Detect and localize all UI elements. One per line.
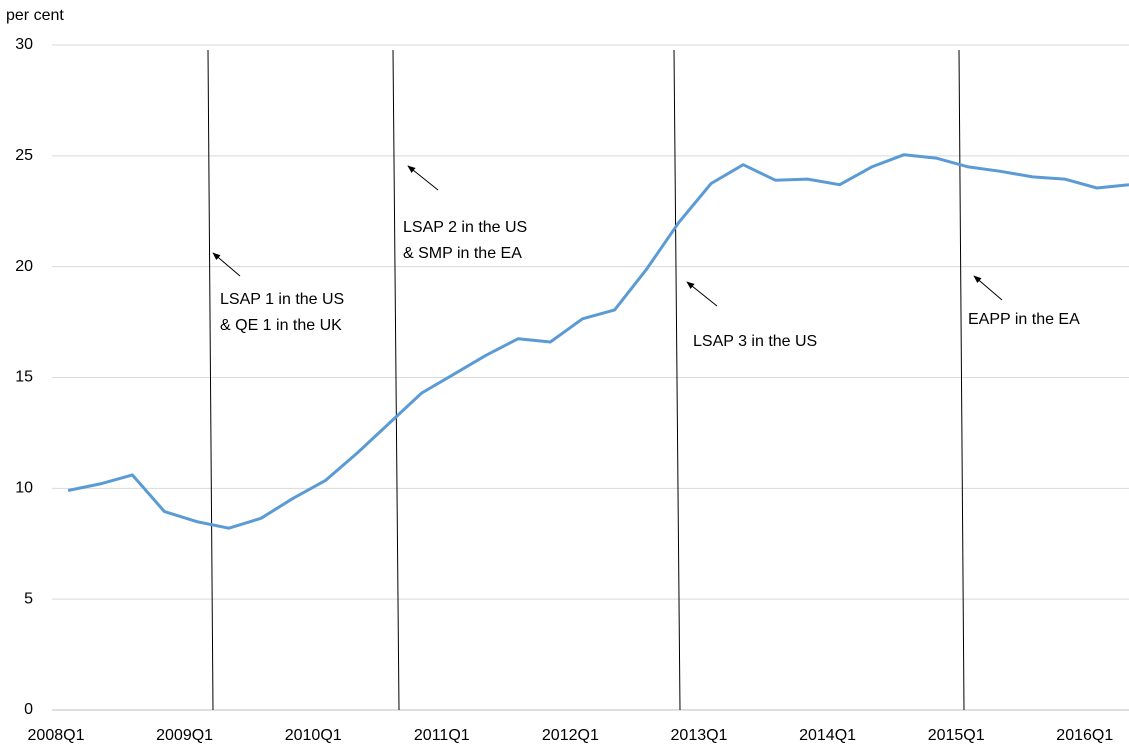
annotation: LSAP 3 in the US	[693, 333, 817, 350]
x-tick-label: 2015Q1	[928, 727, 985, 744]
annotation-arrow	[407, 165, 439, 191]
event-line	[392, 49, 400, 711]
annotation: EAPP in the EA	[968, 311, 1080, 328]
x-tick-label: 2011Q1	[414, 727, 470, 744]
annotation: LSAP 1 in the US	[220, 291, 344, 308]
annotation: & SMP in the EA	[403, 245, 522, 262]
x-tick-label: 2010Q1	[285, 727, 342, 744]
data-line	[67, 153, 1129, 530]
annotation: LSAP 2 in the US	[403, 219, 527, 236]
annotation-arrow	[686, 281, 718, 307]
y-tick-label: 10	[15, 480, 33, 497]
x-tick-label: 2016Q1	[1056, 727, 1113, 744]
event-line	[958, 49, 965, 711]
x-tick-label: 2012Q1	[542, 727, 599, 744]
x-tick-label: 2014Q1	[799, 727, 856, 744]
event-line	[673, 49, 681, 711]
annotation: & QE 1 in the UK	[220, 317, 342, 334]
y-axis-label: per cent	[6, 7, 64, 24]
y-tick-label: 15	[15, 369, 33, 386]
y-tick-label: 25	[15, 147, 33, 164]
y-tick-label: 5	[24, 590, 33, 607]
y-tick-label: 0	[24, 701, 33, 718]
x-tick-label: 2013Q1	[671, 727, 728, 744]
y-tick-label: 20	[15, 258, 33, 275]
x-tick-label: 2008Q1	[28, 727, 85, 744]
y-tick-label: 30	[15, 36, 33, 53]
annotation-arrow	[212, 252, 241, 277]
annotation-arrow	[973, 275, 1003, 301]
x-tick-label: 2009Q1	[156, 727, 213, 744]
event-line	[207, 49, 214, 711]
